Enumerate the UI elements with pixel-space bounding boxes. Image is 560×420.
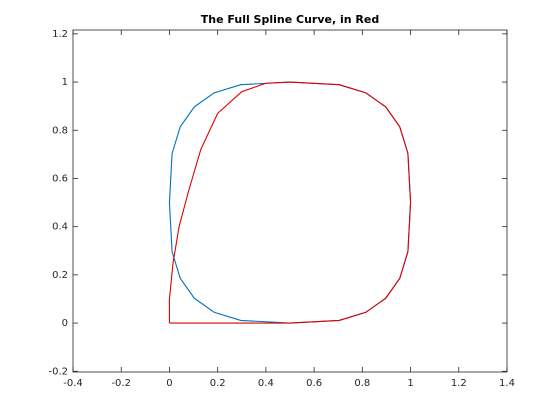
y-tick-label: 1	[62, 77, 68, 88]
x-tick-label: 0.6	[306, 378, 322, 389]
x-tick-label: -0.2	[111, 378, 131, 389]
x-tick-label: -0.4	[63, 378, 83, 389]
y-tick-label: 0	[62, 318, 68, 329]
x-tick-label: 0	[166, 378, 172, 389]
y-tick-label: 0.8	[52, 125, 68, 136]
x-tick-label: 1.4	[499, 378, 515, 389]
x-tick-label: 1	[407, 378, 413, 389]
x-tick-label: 0.2	[210, 378, 226, 389]
x-tick-label: 0.4	[258, 378, 274, 389]
plot-area	[72, 29, 508, 373]
x-tick-label: 1.2	[451, 378, 467, 389]
y-tick-label: 0.6	[52, 173, 68, 184]
x-tick-label: 0.8	[354, 378, 370, 389]
chart-title: The Full Spline Curve, in Red	[201, 13, 379, 26]
y-tick-label: -0.2	[48, 366, 68, 377]
y-tick-label: 0.4	[52, 222, 68, 233]
series-line	[168, 81, 412, 324]
y-tick-label: 1.2	[52, 29, 68, 40]
y-tick-label: 0.2	[52, 270, 68, 281]
